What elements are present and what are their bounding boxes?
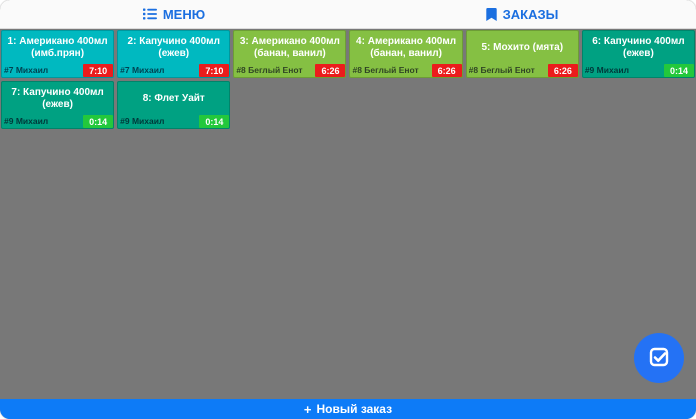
order-card[interactable]: 2: Капучино 400мл (ежев) #7 Михаил 7:10 [117,30,231,78]
order-card[interactable]: 6: Капучино 400мл (ежев) #9 Михаил 0:14 [581,30,695,78]
top-bar: МЕНЮ ЗАКАЗЫ [0,0,696,29]
tab-orders[interactable]: ЗАКАЗЫ [348,0,696,28]
tab-orders-label: ЗАКАЗЫ [502,6,559,22]
order-timer-badge: 6:26 [315,64,346,77]
order-title: 4: Американо 400мл (банан, ванил) [356,35,457,60]
order-card-footer: #8 Беглый Енот 6:26 [349,63,462,78]
order-card-footer: #8 Беглый Енот 6:26 [233,63,346,78]
order-card-footer: #7 Михаил 7:10 [117,63,230,78]
order-title: 6: Капучино 400мл (ежев) [592,35,685,60]
order-client: #8 Беглый Енот [352,65,419,75]
bookmark-icon [485,7,497,21]
order-card[interactable]: 7: Капучино 400мл (ежев) #9 Михаил 0:14 [1,81,115,129]
order-card-footer: #8 Беглый Енот 6:26 [466,63,579,78]
order-card[interactable]: 3: Американо 400мл (банан, ванил) #8 Бегл… [233,30,347,78]
tab-menu-label: МЕНЮ [162,6,206,22]
orders-grid: 1: Американо 400мл (имб.прян) #7 Михаил 7:… [1,30,695,129]
order-client: #8 Беглый Енот [236,65,303,75]
order-card-footer: #9 Михаил 0:14 [1,114,114,129]
order-card-footer: #7 Михаил 7:10 [1,63,114,78]
order-client: #8 Беглый Енот [468,65,535,75]
order-card-footer: #9 Михаил 0:14 [117,114,230,129]
list-icon [142,8,157,20]
main-area: 1: Американо 400мл (имб.прян) #7 Михаил 7:… [0,29,696,399]
order-card[interactable]: 8: Флет Уайт #9 Михаил 0:14 [117,81,231,129]
new-order-label: Новый заказ [316,402,393,416]
order-card[interactable]: 4: Американо 400мл (банан, ванил) #8 Бегл… [349,30,463,78]
order-client: #9 Михаил [584,65,630,75]
order-timer-badge: 0:14 [199,115,230,128]
order-title: 1: Американо 400мл (имб.прян) [7,35,108,60]
order-timer-badge: 7:10 [199,64,230,77]
tab-menu[interactable]: МЕНЮ [0,0,348,28]
check-square-icon [648,346,670,371]
order-timer-badge: 0:14 [663,64,694,77]
complete-orders-fab[interactable] [634,333,684,383]
order-timer-badge: 6:26 [431,64,462,77]
order-title: 8: Флет Уайт [142,92,205,104]
order-title: 7: Капучино 400мл (ежев) [11,86,104,111]
new-order-button[interactable]: + Новый заказ [0,399,696,419]
order-client: #7 Михаил [4,65,49,75]
order-title: 3: Американо 400мл (банан, ванил) [239,35,340,60]
order-card-footer: #9 Михаил 0:14 [582,63,695,78]
order-client: #9 Михаил [4,116,49,126]
order-title: 2: Капучино 400мл (ежев) [127,35,220,60]
order-card[interactable]: 1: Американо 400мл (имб.прян) #7 Михаил 7:… [1,30,115,78]
order-card[interactable]: 5: Мохито (мята) #8 Беглый Енот 6:26 [465,30,579,78]
order-client: #9 Михаил [120,116,165,126]
order-timer-badge: 7:10 [83,64,114,77]
order-timer-badge: 6:26 [547,64,578,77]
order-timer-badge: 0:14 [83,115,114,128]
plus-icon: + [303,401,312,417]
order-client: #7 Михаил [120,65,165,75]
order-title: 5: Мохито (мята) [481,41,564,53]
